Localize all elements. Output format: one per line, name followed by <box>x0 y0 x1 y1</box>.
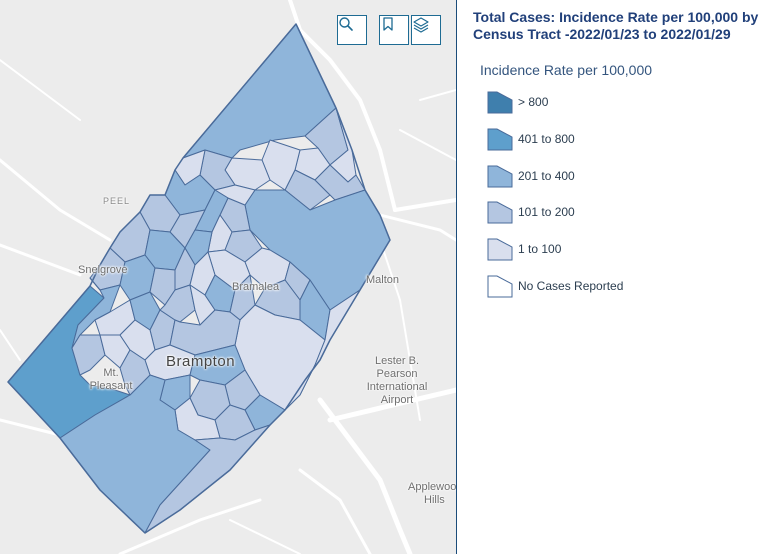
legend-item: 201 to 400 <box>487 163 575 189</box>
legend-swatch <box>487 275 513 298</box>
legend-panel: Total Cases: Incidence Rate per 100,000 … <box>457 0 769 554</box>
bookmarks-button[interactable] <box>379 15 409 45</box>
legend-title: Total Cases: Incidence Rate per 100,000 … <box>473 9 759 42</box>
legend-subtitle: Incidence Rate per 100,000 <box>480 62 653 78</box>
panel-divider <box>456 0 457 554</box>
label-brampton: Brampton <box>166 353 236 370</box>
census-tract[interactable] <box>119 349 151 396</box>
legend-item-label: 401 to 800 <box>518 131 575 146</box>
municipal-boundary <box>7 23 391 534</box>
label-peel: PEEL <box>103 196 131 206</box>
legend-item-label: > 800 <box>518 95 549 109</box>
census-tract[interactable] <box>159 284 196 323</box>
legend-swatch <box>487 201 513 224</box>
legend-swatch <box>487 238 513 261</box>
legend-swatch <box>487 128 513 151</box>
label-pearson-airport: Lester B. Pearson International Airport <box>366 355 428 406</box>
layers-button[interactable] <box>411 15 441 45</box>
label-snelgrove: Snelgrove <box>78 264 128 276</box>
legend-swatch <box>487 165 513 188</box>
legend-item: No Cases Reported <box>487 273 623 299</box>
label-bramalea: Bramalea <box>232 281 280 293</box>
legend-item: 401 to 800 <box>487 126 575 152</box>
label-malton: Malton <box>366 274 400 286</box>
legend-item-label: 1 to 100 <box>518 242 562 257</box>
legend-item: > 800 <box>487 89 548 115</box>
census-tracts-layer[interactable] <box>7 23 391 534</box>
map-view[interactable]: PEEL Snelgrove Bramalea Malton Brampton … <box>0 0 456 554</box>
legend-item-label: No Cases Reported <box>518 279 624 293</box>
layers-icon <box>413 17 429 33</box>
bookmark-icon <box>383 17 393 31</box>
search-button[interactable] <box>337 15 367 45</box>
map-canvas[interactable] <box>0 0 456 554</box>
label-applewood-hills: Applewoo Hills <box>408 481 456 506</box>
legend-item: 101 to 200 <box>487 199 575 225</box>
basemap-roads <box>0 0 456 554</box>
search-icon <box>339 17 353 31</box>
legend-swatch <box>487 91 513 114</box>
legend-item-label: 101 to 200 <box>518 205 575 220</box>
legend-item: 1 to 100 <box>487 236 561 262</box>
label-mt-pleasant: Mt. Pleasant <box>89 367 133 392</box>
legend-item-label: 201 to 400 <box>518 168 575 183</box>
